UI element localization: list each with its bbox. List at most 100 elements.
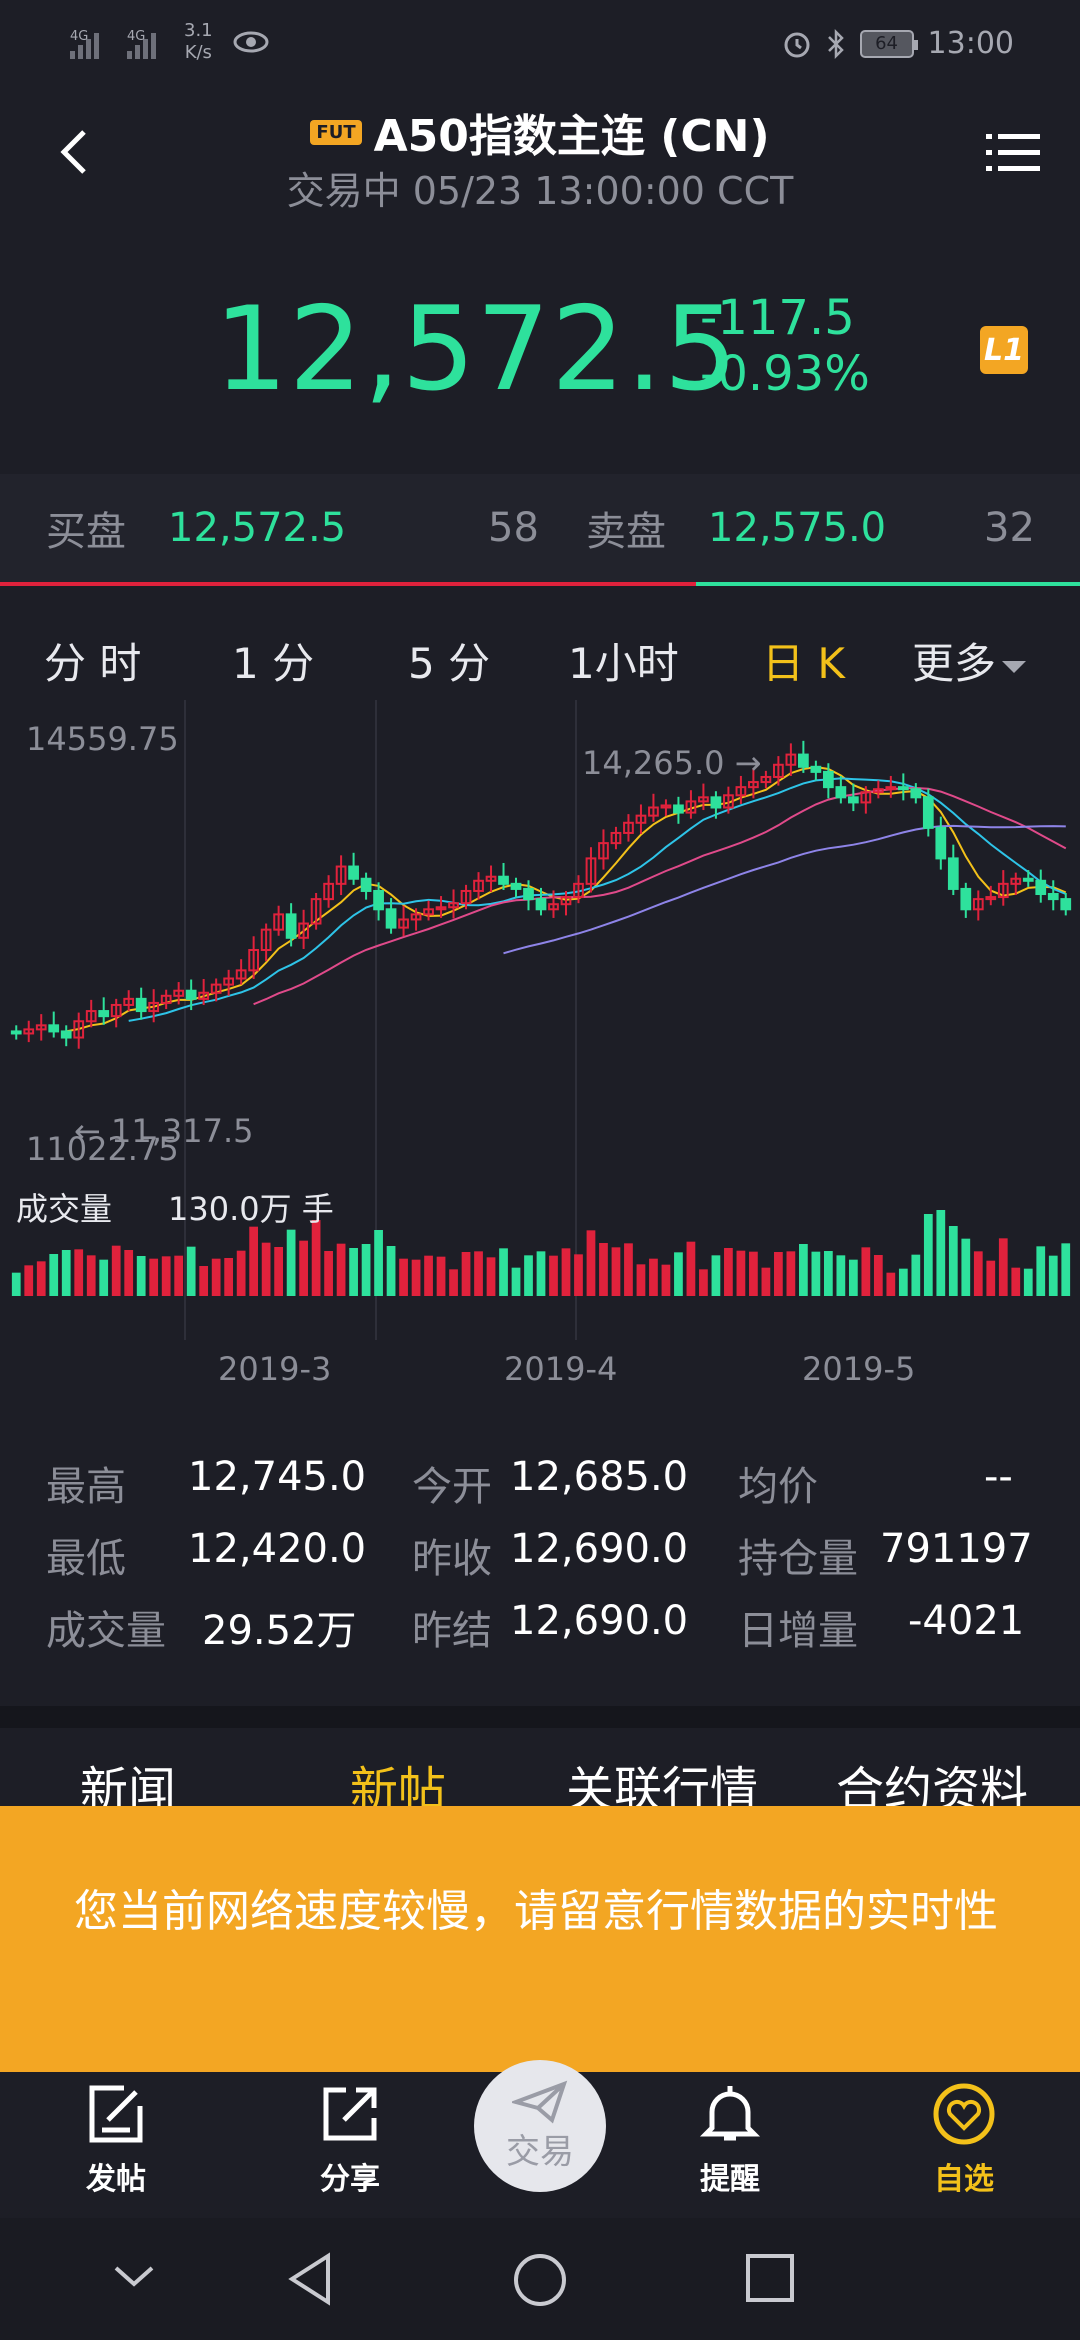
menu-icon[interactable] bbox=[986, 128, 1042, 178]
candle-body bbox=[972, 898, 984, 911]
stat-daily-change: 日增量 -4021 bbox=[738, 1598, 1024, 1656]
candle-body bbox=[185, 989, 197, 1000]
volume-bar bbox=[973, 1251, 983, 1296]
candle-body bbox=[760, 775, 772, 784]
trade-button[interactable]: 交易 bbox=[474, 2060, 606, 2192]
section-divider bbox=[0, 1706, 1080, 1728]
candle-body bbox=[348, 865, 359, 880]
volume-bar bbox=[599, 1243, 608, 1296]
stat-prev-close: 昨收 12,690.0 bbox=[412, 1526, 688, 1584]
bid-side: 买盘 12,572.5 58 bbox=[46, 474, 546, 582]
volume-bar bbox=[36, 1261, 46, 1296]
stat-value: 29.52万 bbox=[202, 1608, 357, 1654]
stat-prev-settle: 昨结 12,690.0 bbox=[412, 1598, 688, 1656]
candle-body bbox=[210, 983, 222, 994]
candle-body bbox=[785, 753, 797, 766]
candle-body bbox=[10, 1030, 22, 1035]
candle-body bbox=[897, 786, 909, 791]
post-label: 发帖 bbox=[86, 2162, 146, 2197]
volume-bar bbox=[611, 1247, 621, 1296]
volume-bar bbox=[661, 1264, 671, 1296]
candle-body bbox=[423, 908, 434, 916]
tab-1hour[interactable]: 1小时 bbox=[568, 639, 679, 688]
volume-bar bbox=[349, 1248, 358, 1296]
tab-more-label: 更多 bbox=[912, 639, 997, 688]
volume-bar bbox=[561, 1248, 571, 1296]
back-triangle-icon[interactable] bbox=[286, 2252, 336, 2306]
candle-body bbox=[1022, 877, 1034, 882]
candle-body bbox=[810, 765, 822, 773]
candle-body bbox=[947, 857, 959, 890]
volume-bar bbox=[486, 1257, 496, 1296]
candle-body bbox=[1010, 877, 1022, 885]
kline-chart-svg: 14559.75 11022.75 14,265.0 → ← 11,317.5 … bbox=[10, 700, 1072, 1388]
kline-chart[interactable]: 14559.75 11022.75 14,265.0 → ← 11,317.5 … bbox=[0, 700, 1080, 1400]
volume-bar bbox=[399, 1258, 408, 1296]
volume-bar bbox=[799, 1244, 808, 1296]
volume-bar bbox=[536, 1251, 546, 1296]
stat-open-interest: 持仓量 791197 bbox=[738, 1526, 1033, 1584]
volume-bar bbox=[1023, 1268, 1033, 1296]
speed-unit: K/s bbox=[184, 42, 212, 63]
candle-body bbox=[997, 882, 1009, 899]
volume-bar bbox=[461, 1252, 471, 1296]
back-icon[interactable] bbox=[44, 122, 104, 182]
l1-badge[interactable]: L1 bbox=[980, 326, 1028, 374]
volume-bar bbox=[111, 1245, 121, 1296]
volume-label: 成交量 bbox=[16, 1190, 112, 1228]
candle-body bbox=[460, 889, 472, 905]
stat-label: 日增量 bbox=[738, 1608, 858, 1654]
candle-body bbox=[160, 994, 172, 1004]
tab-more[interactable]: 更多 bbox=[912, 630, 1027, 691]
watchlist-button[interactable]: 自选 bbox=[894, 2082, 1034, 2198]
candle-body bbox=[410, 913, 422, 921]
home-circle-icon[interactable] bbox=[512, 2252, 568, 2308]
alert-button[interactable]: 提醒 bbox=[660, 2082, 800, 2198]
battery-icon: 64 bbox=[859, 29, 918, 58]
volume-bar bbox=[1011, 1267, 1021, 1296]
candle-body bbox=[698, 796, 709, 803]
price-block: 12,572.5 -117.5 -0.93% L1 bbox=[0, 250, 1080, 450]
volume-bar bbox=[649, 1258, 658, 1296]
candle-body bbox=[598, 842, 609, 860]
candle-body bbox=[335, 865, 347, 885]
ask-qty: 32 bbox=[984, 505, 1035, 551]
volume-bar bbox=[911, 1254, 921, 1296]
signal-1-icon: 4G bbox=[70, 25, 99, 59]
chevron-down-icon[interactable] bbox=[112, 2252, 156, 2302]
candle-body bbox=[773, 763, 784, 778]
volume-bar bbox=[636, 1264, 646, 1296]
change-value: -117.5 bbox=[700, 290, 855, 346]
candle-body bbox=[1047, 893, 1059, 901]
candle-body bbox=[560, 896, 572, 906]
volume-bar bbox=[249, 1226, 259, 1296]
volume-bar bbox=[186, 1246, 196, 1296]
candle-body bbox=[198, 991, 210, 1000]
sim1-label: 4G bbox=[70, 29, 89, 44]
tab-timeshare[interactable]: 分 时 bbox=[44, 639, 142, 688]
post-button[interactable]: 发帖 bbox=[46, 2082, 186, 2198]
tab-5min[interactable]: 5 分 bbox=[408, 639, 491, 688]
volume-bar bbox=[711, 1255, 721, 1296]
candle-body bbox=[960, 887, 972, 911]
candle-body bbox=[847, 796, 859, 804]
candle-body bbox=[235, 969, 247, 980]
compose-icon bbox=[89, 2085, 143, 2143]
candle-body bbox=[798, 753, 809, 768]
status-left: 4G 4G 3.1 K/s bbox=[70, 20, 269, 64]
stat-value: 12,745.0 bbox=[188, 1454, 367, 1500]
sim2-label: 4G bbox=[127, 29, 146, 44]
stat-value: -- bbox=[984, 1454, 1013, 1500]
candle-body bbox=[285, 913, 297, 939]
share-button[interactable]: 分享 bbox=[280, 2082, 420, 2198]
stats-grid: 最高 12,745.0 今开 12,685.0 均价 -- 最低 12,420.0 昨收… bbox=[0, 1430, 1080, 1670]
status-right: 64 13:00 bbox=[782, 26, 1014, 61]
orderbook[interactable]: 买盘 12,572.5 58 卖盘 12,575.0 32 bbox=[0, 474, 1080, 586]
volume-bar bbox=[361, 1244, 371, 1296]
volume-bar bbox=[299, 1240, 308, 1296]
candle-body bbox=[910, 788, 922, 799]
candle-body bbox=[73, 1020, 85, 1039]
tab-1min[interactable]: 1 分 bbox=[232, 639, 315, 688]
tab-daily-k[interactable]: 日 K bbox=[762, 639, 845, 688]
recents-square-icon[interactable] bbox=[744, 2252, 796, 2304]
